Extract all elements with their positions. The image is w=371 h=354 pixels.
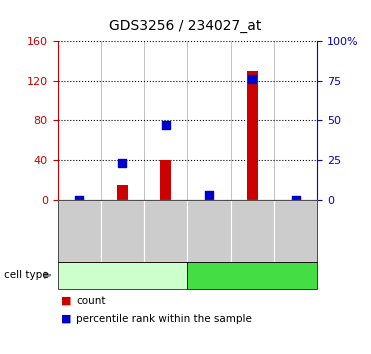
Text: control: control <box>233 270 272 280</box>
Text: GSM304264: GSM304264 <box>248 206 257 256</box>
Text: GSM304265: GSM304265 <box>291 206 300 256</box>
Bar <box>247 70 258 200</box>
Text: count: count <box>76 296 106 306</box>
Text: cell type: cell type <box>4 270 48 280</box>
Point <box>206 193 212 198</box>
Text: percentile rank within the sample: percentile rank within the sample <box>76 314 252 324</box>
Point <box>76 197 82 203</box>
Text: GSM304260: GSM304260 <box>75 206 83 256</box>
Text: ■: ■ <box>61 314 72 324</box>
Text: ■: ■ <box>61 296 72 306</box>
Text: GSM304261: GSM304261 <box>118 206 127 256</box>
Point <box>119 160 125 166</box>
Text: oocyte: oocyte <box>104 270 141 280</box>
Bar <box>117 185 128 200</box>
Text: GSM304262: GSM304262 <box>161 206 170 256</box>
Text: GSM304263: GSM304263 <box>204 206 213 256</box>
Bar <box>160 160 171 200</box>
Point <box>293 197 299 203</box>
Text: GDS3256 / 234027_at: GDS3256 / 234027_at <box>109 19 262 34</box>
Point <box>249 76 255 82</box>
Point <box>163 122 169 128</box>
